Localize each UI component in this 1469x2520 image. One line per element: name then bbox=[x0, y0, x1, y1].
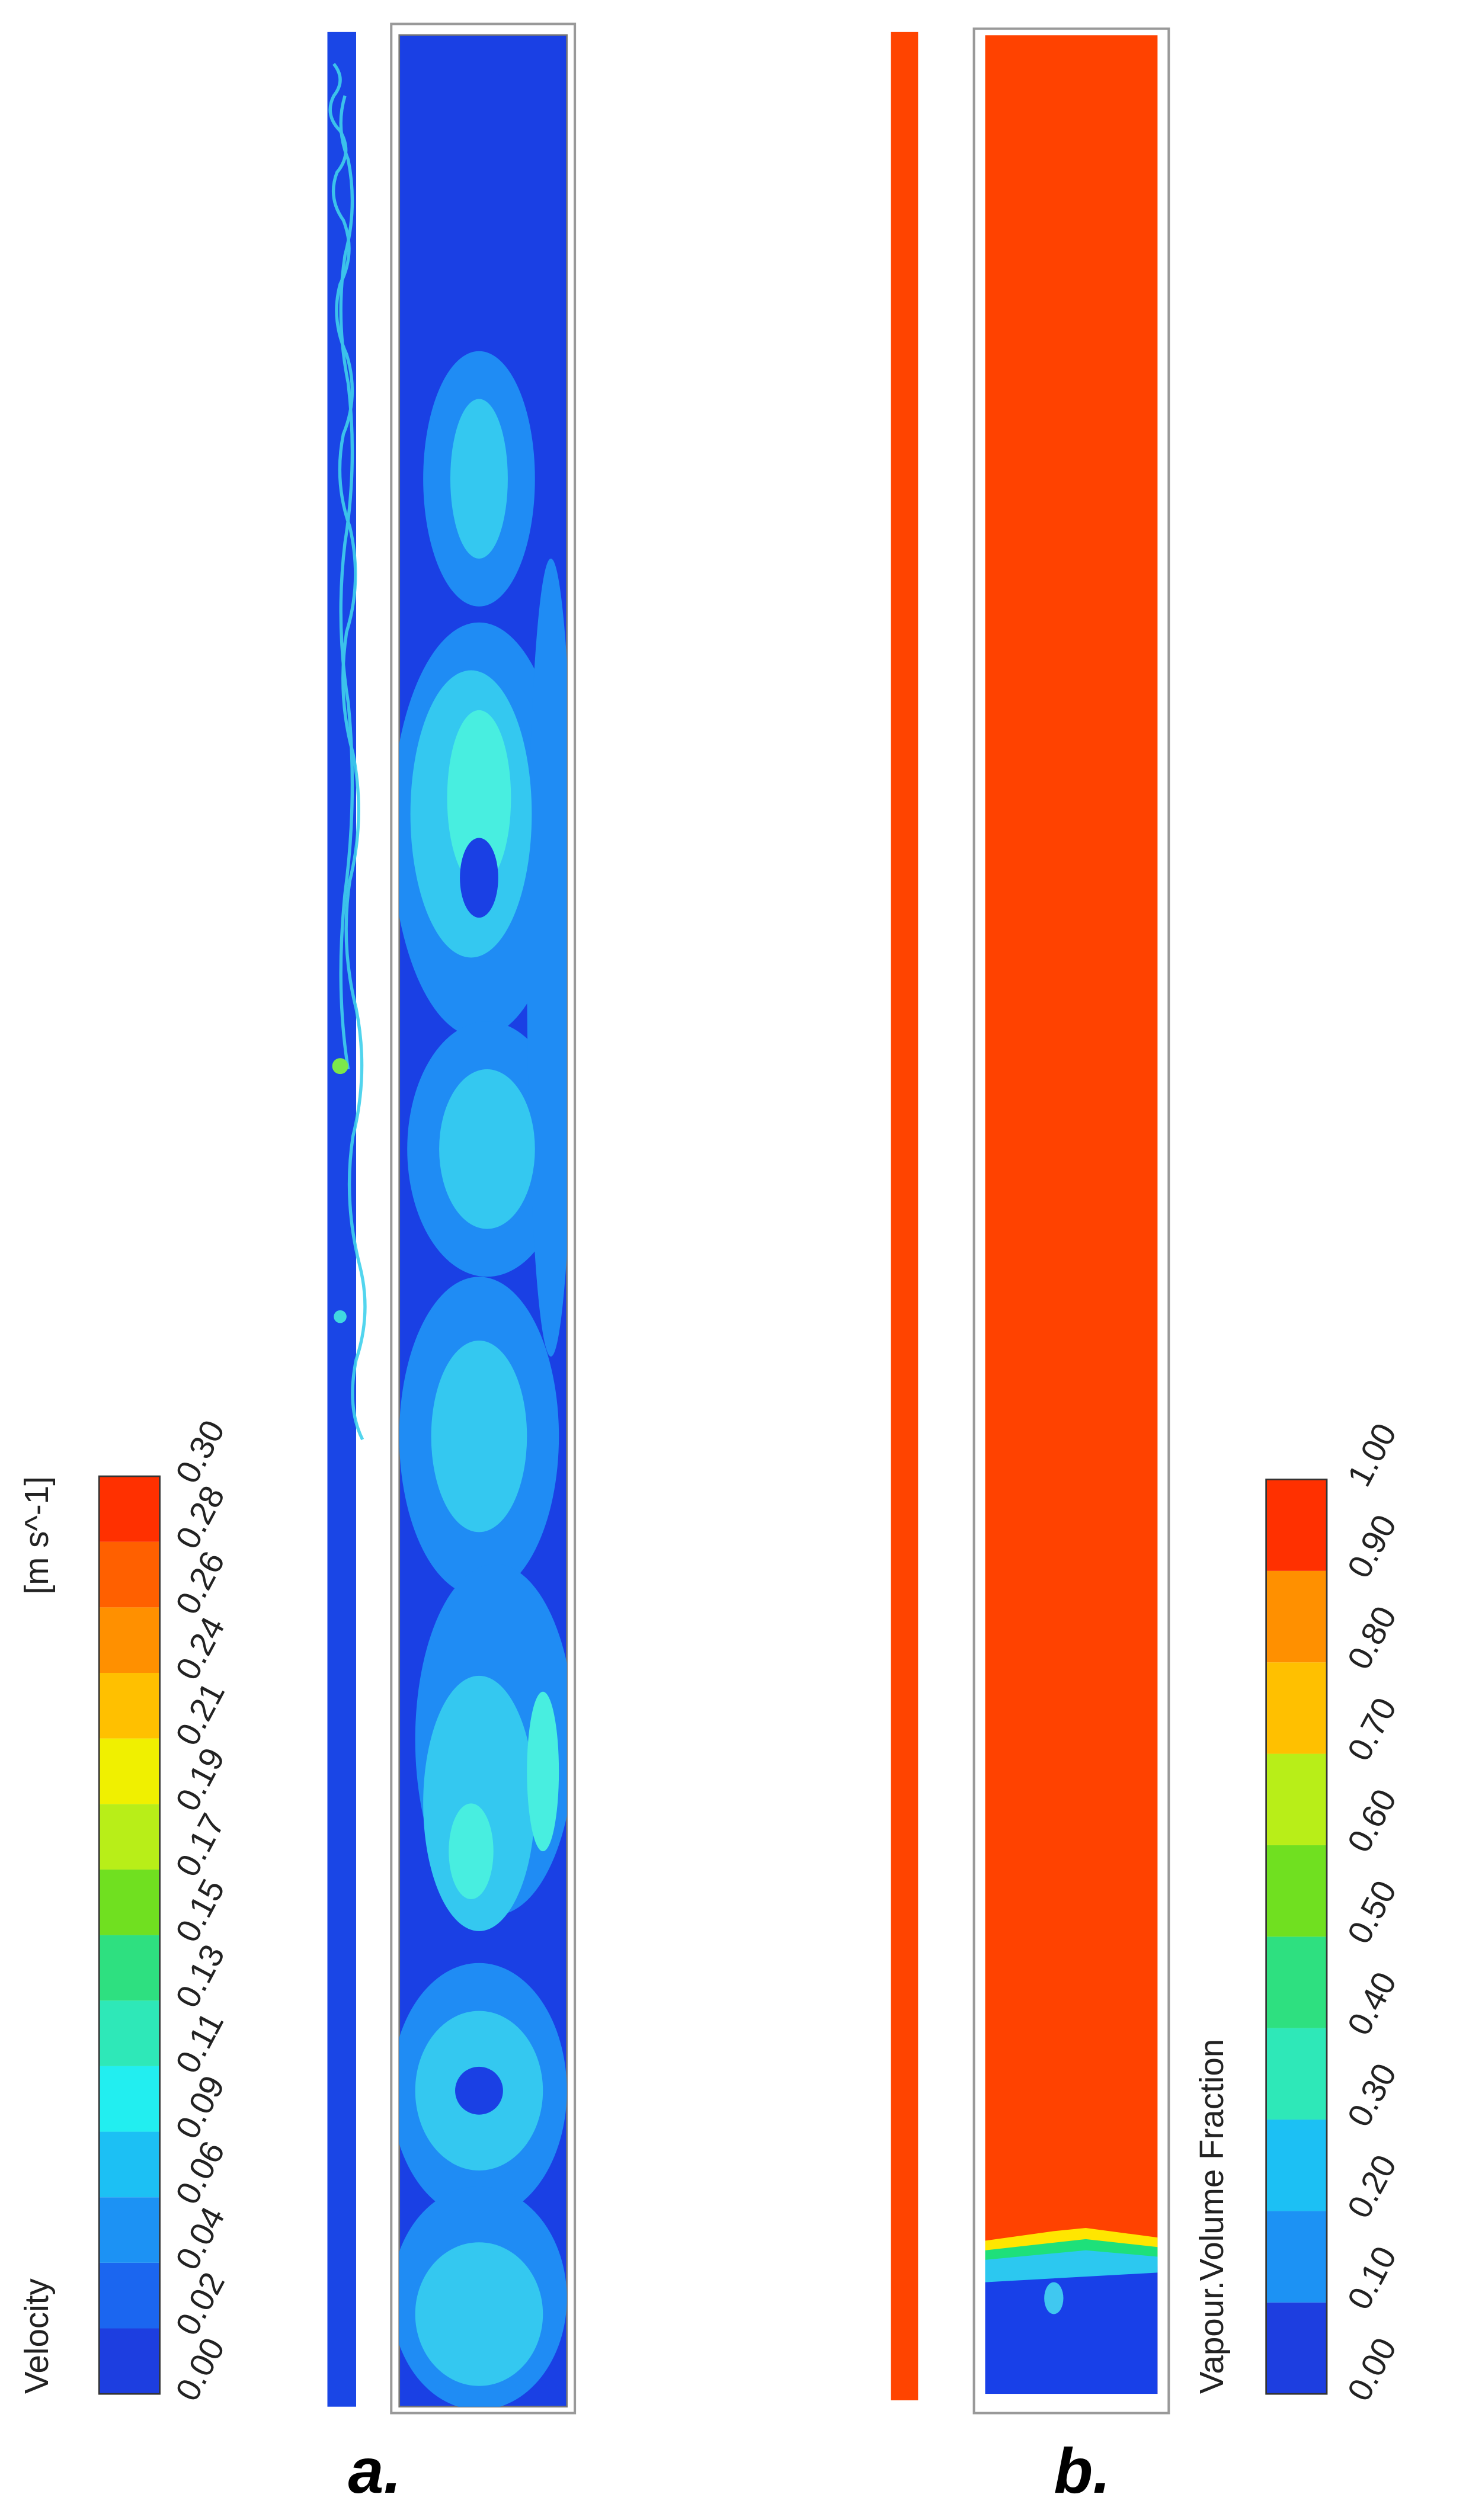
colorbar-band bbox=[99, 1541, 160, 1608]
colorbar-tick-label: 0.30 bbox=[1340, 2057, 1403, 2133]
colorbar-tick-label: 0.19 bbox=[168, 1742, 232, 1817]
frame-b bbox=[972, 27, 1170, 2415]
colorbar-tick-label: 0.90 bbox=[1340, 1509, 1403, 1584]
colorbar-tick-label: 0.15 bbox=[168, 1873, 232, 1948]
colorbar-band bbox=[99, 2131, 160, 2198]
colorbar-tick-label: 0.50 bbox=[1340, 1874, 1403, 1950]
colorbar-band bbox=[99, 1804, 160, 1870]
vapour-colorbar: 0.00 0.10 0.20 0.30 0.40 0.50 0.60 0.70 0.80 0.90… bbox=[1265, 1417, 1404, 2407]
colorbar-tick-label: 0.80 bbox=[1340, 1600, 1403, 1675]
colorbar-band bbox=[99, 2066, 160, 2132]
colorbar-tick-label: 0.60 bbox=[1340, 1783, 1403, 1858]
colorbar-tick-label: 0.09 bbox=[168, 2070, 232, 2145]
colorbar-tick-label: 0.17 bbox=[168, 1807, 232, 1883]
colorbar-tick-label: 0.40 bbox=[1340, 1966, 1403, 2041]
colorbar-tick-label: 0.00 bbox=[1340, 2332, 1403, 2407]
colorbar-tick-label: 0.10 bbox=[1340, 2240, 1403, 2316]
colorbar-band bbox=[1266, 1662, 1327, 1754]
colorbar-tick-label: 0.70 bbox=[1340, 1692, 1403, 1767]
colorbar-tick-label: 0.24 bbox=[168, 1611, 232, 1686]
colorbar-tick-label: 0.13 bbox=[168, 1938, 232, 2014]
colorbar-tick-label: 0.02 bbox=[168, 2266, 232, 2342]
colorbar-band bbox=[99, 2000, 160, 2066]
colorbar-band bbox=[99, 1738, 160, 1804]
colorbar-band bbox=[99, 1607, 160, 1673]
colorbar-tick-label: 0.04 bbox=[168, 2201, 232, 2276]
colorbar-band bbox=[1266, 1937, 1327, 2028]
colorbar-band bbox=[1266, 2120, 1327, 2211]
colorbar-tick-label: 1.00 bbox=[1340, 1417, 1403, 1492]
colorbar-tick-label: 0.30 bbox=[168, 1414, 232, 1489]
panel-label: a. bbox=[348, 2435, 402, 2506]
colorbar-band bbox=[1266, 2211, 1327, 2303]
velocity-strip bbox=[327, 31, 367, 2407]
vapour-strip bbox=[891, 31, 918, 2400]
colorbar-band bbox=[1266, 1753, 1327, 1845]
colorbar-band bbox=[99, 1935, 160, 2001]
colorbar-tick-label: 0.26 bbox=[168, 1545, 232, 1620]
colorbar-tick-label: 0.00 bbox=[168, 2332, 232, 2407]
panel-label: b. bbox=[1054, 2435, 1110, 2506]
colorbar-frame bbox=[98, 1475, 161, 2395]
velocity-contours bbox=[399, 72, 567, 2407]
colorbar-band bbox=[99, 2328, 160, 2394]
colorbar-band bbox=[99, 2197, 160, 2263]
colorbar-band bbox=[99, 1869, 160, 1935]
velocity-colorbar: 0.000.020.040.060.090.110.130.150.170.19… bbox=[98, 1414, 232, 2407]
colorbar-tick-label: 0.21 bbox=[168, 1676, 232, 1752]
colorbar-tick-label: 0.11 bbox=[168, 2006, 231, 2079]
colorbar-tick-label: 0.28 bbox=[168, 1480, 232, 1555]
colorbar-band bbox=[1266, 1845, 1327, 1937]
colorbar-title: Vapour.Volume Fraction bbox=[1193, 2039, 1230, 2394]
colorbar-band bbox=[1266, 2302, 1327, 2394]
colorbar-band bbox=[1266, 1570, 1327, 1663]
vapour-contours bbox=[985, 35, 1158, 2394]
colorbar-band bbox=[99, 1673, 160, 1739]
colorbar-frame bbox=[1265, 1479, 1328, 2395]
colorbar-tick-label: 0.20 bbox=[1340, 2149, 1403, 2224]
colorbar-band bbox=[1266, 1479, 1327, 1571]
colorbar-band bbox=[1266, 2028, 1327, 2120]
colorbar-band bbox=[99, 2262, 160, 2329]
colorbar-band bbox=[99, 1476, 160, 1542]
colorbar-title: Velocity bbox=[18, 2278, 55, 2394]
frame-a bbox=[390, 23, 577, 2415]
colorbar-tick-label: 0.06 bbox=[168, 2135, 232, 2210]
colorbar-unit: [m s^-1] bbox=[18, 1476, 55, 1594]
